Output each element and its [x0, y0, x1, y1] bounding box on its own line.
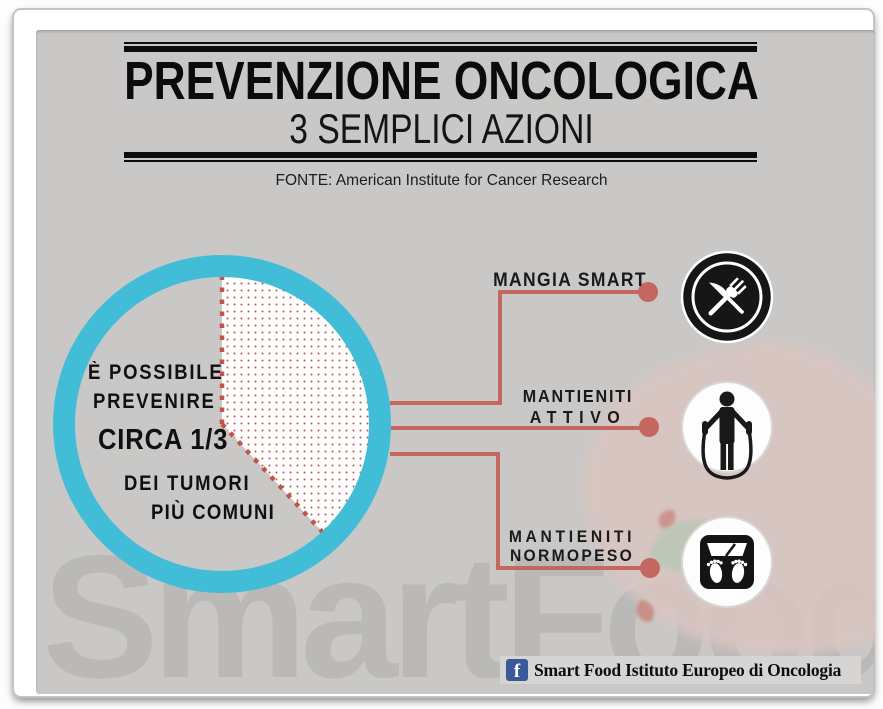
facebook-icon[interactable]: f	[506, 659, 528, 681]
pie-caption-line: È POSSIBILE	[88, 361, 224, 384]
pie-caption-line: DEI TUMORI	[124, 472, 251, 495]
source-line: FONTE: American Institute for Cancer Res…	[275, 172, 608, 189]
header-rule-top	[124, 42, 757, 52]
pie-caption-circa-1-3: CIRCA 1/3	[98, 424, 229, 456]
pie-caption-line: PREVENIRE	[93, 390, 216, 413]
page-subtitle: 3 SEMPLICI AZIONI	[289, 105, 594, 152]
facebook-page-name: Smart Food Istituto Europeo di Oncologia	[534, 659, 842, 680]
action-label-mantieniti-normopeso: MANTIENITI NORMOPESO	[508, 527, 636, 565]
page-title: PREVENZIONE ONCOLOGICA	[124, 51, 759, 111]
action-label-mangia-smart: MANGIA SMART	[493, 270, 647, 291]
header-rule-bottom	[124, 152, 757, 162]
pie-caption-line: PIÙ COMUNI	[151, 501, 276, 524]
facebook-banner[interactable]: f Smart Food Istituto Europeo di Oncolog…	[500, 656, 861, 684]
action-label-mantieniti-attivo: MANTIENITI ATTIVO	[522, 386, 634, 427]
